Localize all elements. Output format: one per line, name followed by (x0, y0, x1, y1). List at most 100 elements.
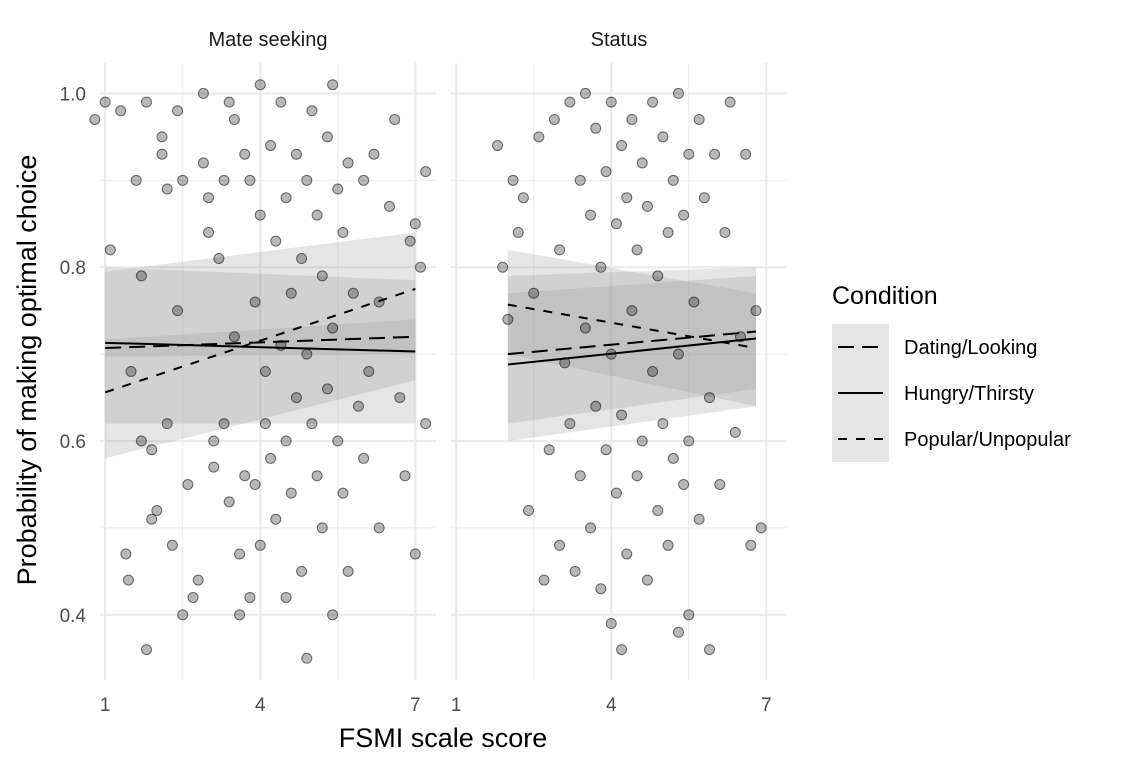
data-point (327, 609, 339, 621)
data-point (724, 96, 736, 108)
data-point (197, 157, 209, 169)
data-point (672, 87, 684, 99)
facet-strip-label: Mate seeking (209, 29, 328, 51)
data-point (234, 548, 246, 560)
data-point (316, 522, 328, 534)
confidence-band (105, 232, 416, 459)
data-point (641, 200, 653, 212)
data-point (574, 470, 586, 482)
data-point (657, 131, 669, 143)
data-point (595, 261, 607, 273)
data-point (755, 522, 767, 534)
data-point (208, 461, 220, 473)
data-point (228, 331, 240, 343)
legend-title: Condition (832, 282, 938, 310)
data-point (234, 609, 246, 621)
data-point (373, 522, 385, 534)
data-point (172, 105, 184, 117)
data-point (585, 209, 597, 221)
legend-label: Popular/Unpopular (904, 429, 1071, 451)
data-point (259, 366, 271, 377)
data-point (135, 435, 147, 447)
data-point (125, 366, 137, 377)
data-point (296, 565, 308, 577)
data-point (239, 470, 251, 482)
data-point (610, 218, 622, 230)
data-point (203, 192, 215, 204)
data-point (192, 574, 204, 586)
data-point (678, 478, 690, 490)
confidence-band (507, 267, 756, 442)
data-point (409, 218, 421, 230)
data-point (616, 644, 628, 656)
data-point (223, 96, 235, 108)
data-point (548, 113, 560, 125)
data-point (249, 478, 261, 490)
data-point (657, 418, 669, 430)
y-tick-label: 0.6 (60, 432, 86, 453)
data-point (213, 253, 225, 265)
data-point (683, 435, 695, 447)
data-point (631, 470, 643, 482)
data-point (122, 574, 134, 586)
data-point (337, 487, 349, 499)
data-point (605, 96, 617, 108)
data-point (574, 174, 586, 186)
data-point (161, 418, 173, 430)
data-point (590, 400, 602, 412)
data-point (688, 296, 700, 308)
data-point (621, 548, 633, 560)
data-point (280, 192, 292, 204)
data-point (600, 166, 612, 178)
data-point (564, 418, 576, 430)
data-point (745, 539, 757, 551)
data-point (554, 539, 566, 551)
data-point (507, 174, 519, 186)
y-tick-label: 1.0 (60, 84, 86, 105)
data-point (218, 174, 230, 186)
x-tick-label: 1 (100, 695, 111, 716)
data-point (259, 418, 271, 430)
data-point (177, 174, 189, 186)
data-point (301, 348, 313, 360)
data-point (249, 296, 261, 308)
data-point (616, 140, 628, 152)
facet-strip-label: Status (591, 29, 648, 51)
data-point (703, 392, 715, 404)
data-point (636, 157, 648, 169)
data-point (275, 96, 287, 108)
data-point (358, 174, 370, 186)
data-point (290, 392, 302, 404)
regression-line (105, 335, 416, 350)
data-point (399, 470, 411, 482)
facet-panel-0: Mate seeking 1 4 7 0.4 0.6 0.8 1.0 (60, 29, 436, 716)
data-point (492, 140, 504, 152)
data-point (280, 435, 292, 447)
x-axis-title: FSMI scale score (339, 723, 548, 753)
data-point (99, 96, 111, 108)
data-point (306, 418, 318, 430)
data-point (254, 209, 266, 221)
data-point (146, 513, 158, 525)
data-point (579, 87, 591, 99)
data-point (394, 392, 406, 404)
panels-layer: Mate seeking 1 4 7 0.4 0.6 0.8 1.0 Status 1 4 7 (60, 29, 787, 716)
data-point (290, 148, 302, 160)
data-point (512, 226, 524, 238)
data-point (244, 591, 256, 603)
regression-line (104, 287, 416, 394)
confidence-band (507, 249, 756, 407)
legend-label: Dating/Looking (904, 337, 1037, 359)
data-point (218, 418, 230, 430)
data-point (497, 261, 509, 273)
data-point (564, 96, 576, 108)
data-point (347, 287, 359, 299)
data-point (672, 348, 684, 360)
data-point (672, 626, 684, 638)
data-point (342, 565, 354, 577)
confidence-band (105, 267, 416, 424)
data-point (683, 609, 695, 621)
data-point (311, 209, 323, 221)
data-point (321, 383, 333, 395)
